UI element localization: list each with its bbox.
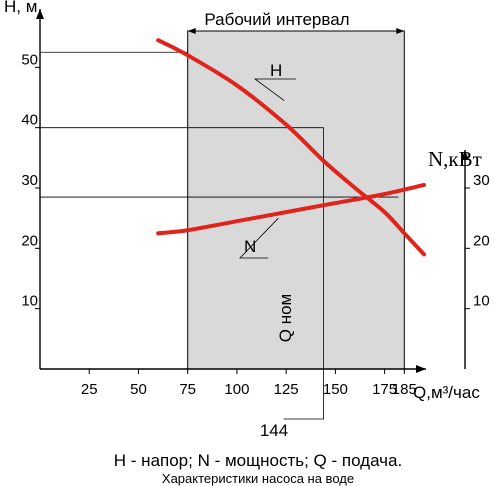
y-left-tick-label-4: 50: [21, 51, 38, 68]
y-right-tick-label-0: 10: [473, 293, 490, 310]
y-left-axis-title: H, м: [4, 0, 37, 16]
x-tick-label-5: 150: [323, 381, 348, 398]
nominal-flow-label: Q ном: [276, 294, 295, 342]
y-right-tick-label-1: 20: [473, 232, 490, 249]
x-tick-label-7: 185: [392, 381, 417, 398]
x-tick-label-4: 125: [274, 381, 299, 398]
y-left-tick-label-3: 40: [21, 112, 38, 129]
caption-subtitle: Характеристики насоса на воде: [162, 471, 354, 486]
y-right-axis-arrow: [461, 150, 469, 160]
series-h-curve: [156, 38, 426, 257]
x-tick-label-6: 175: [372, 381, 397, 398]
y-left-tick-label-0: 10: [21, 293, 38, 310]
bracket-arrow-right: [396, 28, 405, 34]
y-right-axis-title: N,кВт: [428, 147, 482, 171]
series-h-leader: [253, 78, 296, 101]
y-right-tick-label-2: 30: [473, 172, 490, 189]
x-axis-title: Q,м³/час: [413, 383, 480, 402]
nominal-flow-value: 144: [260, 421, 288, 440]
series-n-leader: [239, 217, 279, 259]
series-n-label: N: [244, 237, 256, 256]
y-left-axis-arrow: [36, 9, 44, 19]
x-tick-label-3: 100: [224, 381, 249, 398]
x-axis-arrow: [416, 365, 426, 373]
nominal-flow-leader: [283, 369, 324, 420]
y-left-tick-label-2: 30: [21, 172, 38, 189]
series-n-curve: [156, 182, 426, 236]
x-tick-label-1: 50: [130, 381, 147, 398]
x-tick-label-2: 75: [179, 381, 196, 398]
x-tick-label-0: 25: [81, 381, 98, 398]
y-left-tick-label-1: 20: [21, 232, 38, 249]
caption-legend: H - напор; N - мощность; Q - подача.: [114, 451, 402, 470]
series-h-label: H: [270, 61, 282, 80]
bracket-arrow-left: [187, 28, 196, 34]
working-interval-label: Рабочий интервал: [204, 10, 349, 29]
